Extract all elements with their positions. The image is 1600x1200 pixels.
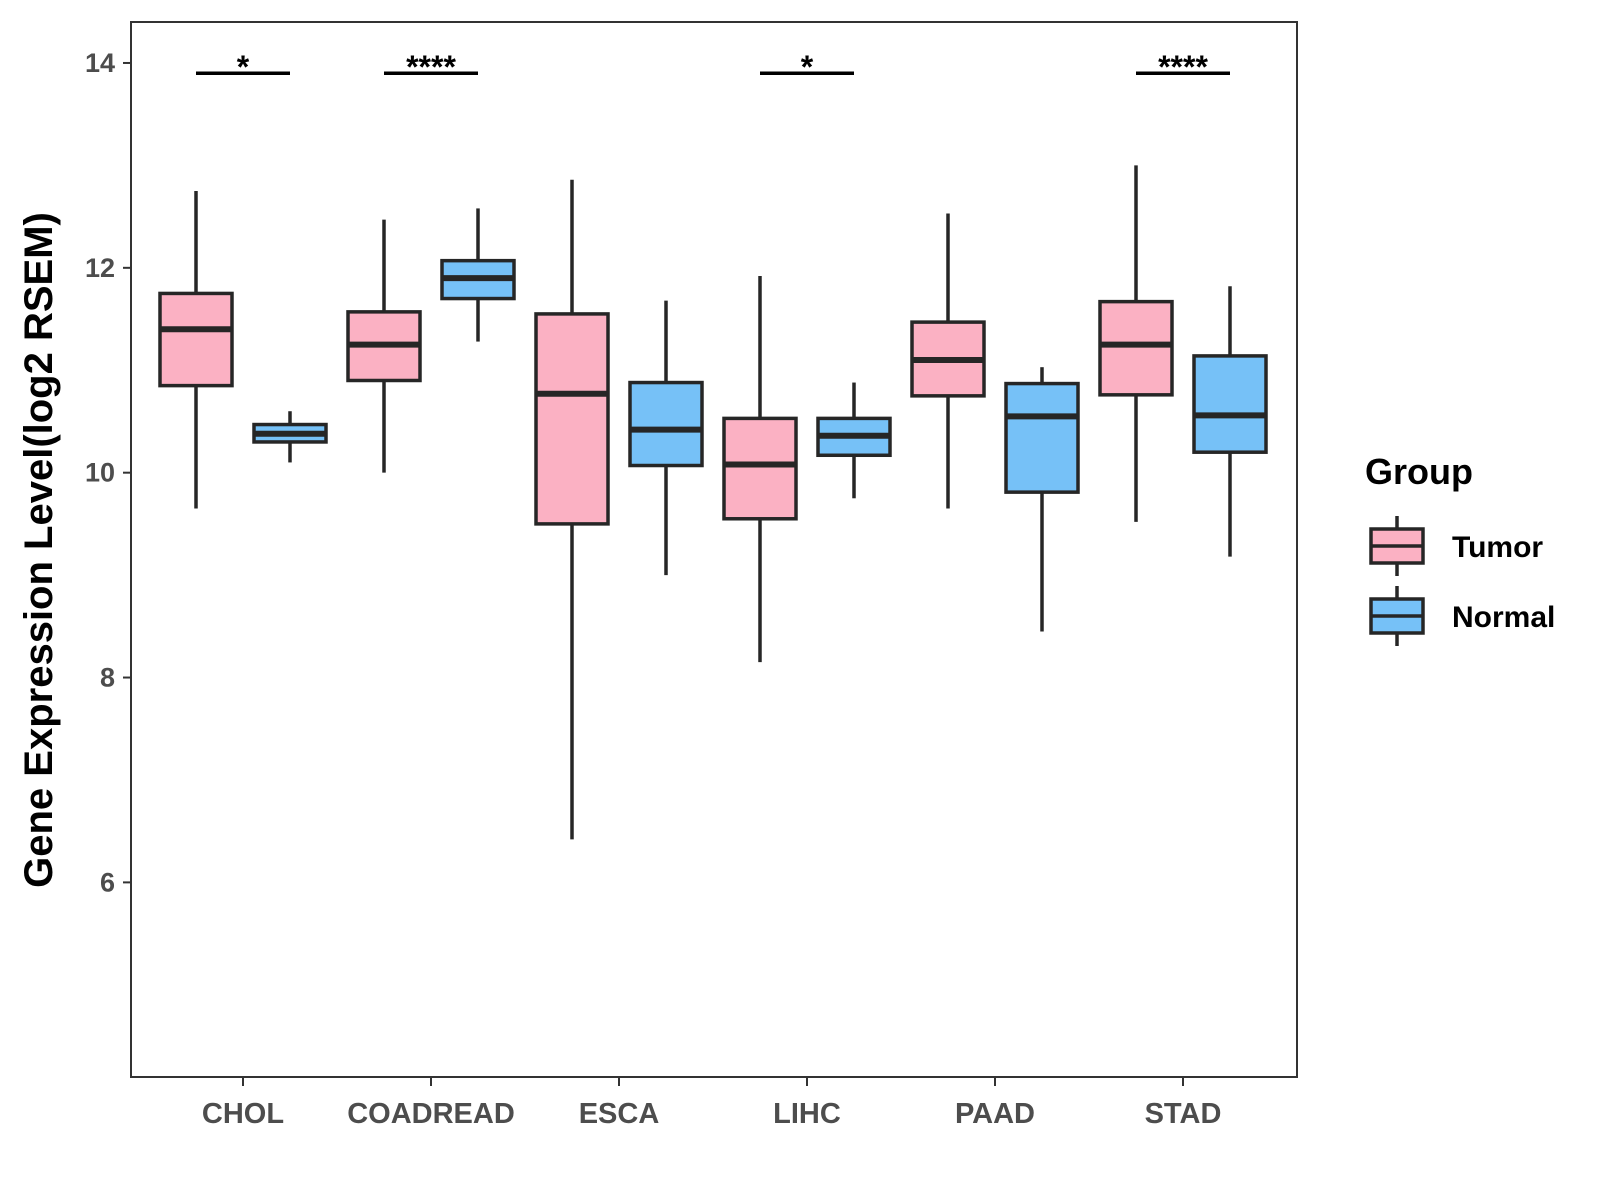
- box-tumor-paad: [910, 213, 986, 509]
- y-axis: 6 8 10 12 14: [85, 48, 131, 897]
- legend-label: Normal: [1452, 601, 1555, 634]
- y-tick-label: 14: [85, 48, 115, 78]
- box-body: [534, 312, 610, 526]
- box-normal-coadread: [440, 208, 516, 342]
- x-tick-label: STAD: [1145, 1098, 1222, 1130]
- box-body: [1098, 299, 1174, 397]
- box-normal-lihc: [816, 382, 892, 499]
- plot-area: * **** * ****: [158, 49, 1268, 840]
- box-body: [1004, 381, 1080, 494]
- x-tick-label: PAAD: [955, 1098, 1035, 1130]
- box-tumor-chol: [158, 191, 234, 509]
- legend: Group Tumor Normal: [1365, 451, 1555, 646]
- box-normal-stad: [1192, 286, 1268, 557]
- box-tumor-coadread: [346, 219, 422, 473]
- x-axis: CHOL COADREAD ESCA LIHC PAAD STAD: [202, 1077, 1221, 1130]
- x-tick-label: ESCA: [579, 1098, 660, 1130]
- significance-label: ****: [1158, 49, 1208, 85]
- significance-stad: ****: [1136, 49, 1230, 85]
- legend-item-tumor: Tumor: [1369, 516, 1543, 576]
- significance-label: *: [801, 49, 814, 85]
- x-tick-label: LIHC: [773, 1098, 841, 1130]
- box-body: [158, 291, 234, 388]
- significance-lihc: *: [760, 49, 854, 85]
- x-tick-label: COADREAD: [347, 1098, 515, 1130]
- plot-panel-border: [130, 21, 1298, 1078]
- legend-title: Group: [1365, 451, 1473, 492]
- box-tumor-lihc: [722, 276, 798, 663]
- box-body: [628, 380, 704, 468]
- y-tick-label: 12: [85, 253, 115, 283]
- box-body: [722, 416, 798, 521]
- significance-chol: *: [196, 49, 290, 85]
- significance-label: ****: [406, 49, 456, 85]
- box-tumor-stad: [1098, 165, 1174, 522]
- x-tick-label: CHOL: [202, 1098, 284, 1130]
- y-tick-label: 10: [85, 458, 115, 488]
- box-tumor-esca: [534, 179, 610, 840]
- legend-item-normal: Normal: [1369, 586, 1555, 646]
- box-normal-chol: [252, 411, 328, 463]
- box-body: [1192, 354, 1268, 454]
- y-tick-label: 8: [100, 663, 115, 693]
- legend-label: Tumor: [1452, 531, 1543, 564]
- significance-label: *: [237, 49, 250, 85]
- box-normal-paad: [1004, 367, 1080, 632]
- y-tick-label: 6: [100, 867, 115, 897]
- box-normal-esca: [628, 300, 704, 576]
- significance-coadread: ****: [384, 49, 478, 85]
- y-axis-title: Gene Expression Level(log2 RSEM): [17, 212, 61, 888]
